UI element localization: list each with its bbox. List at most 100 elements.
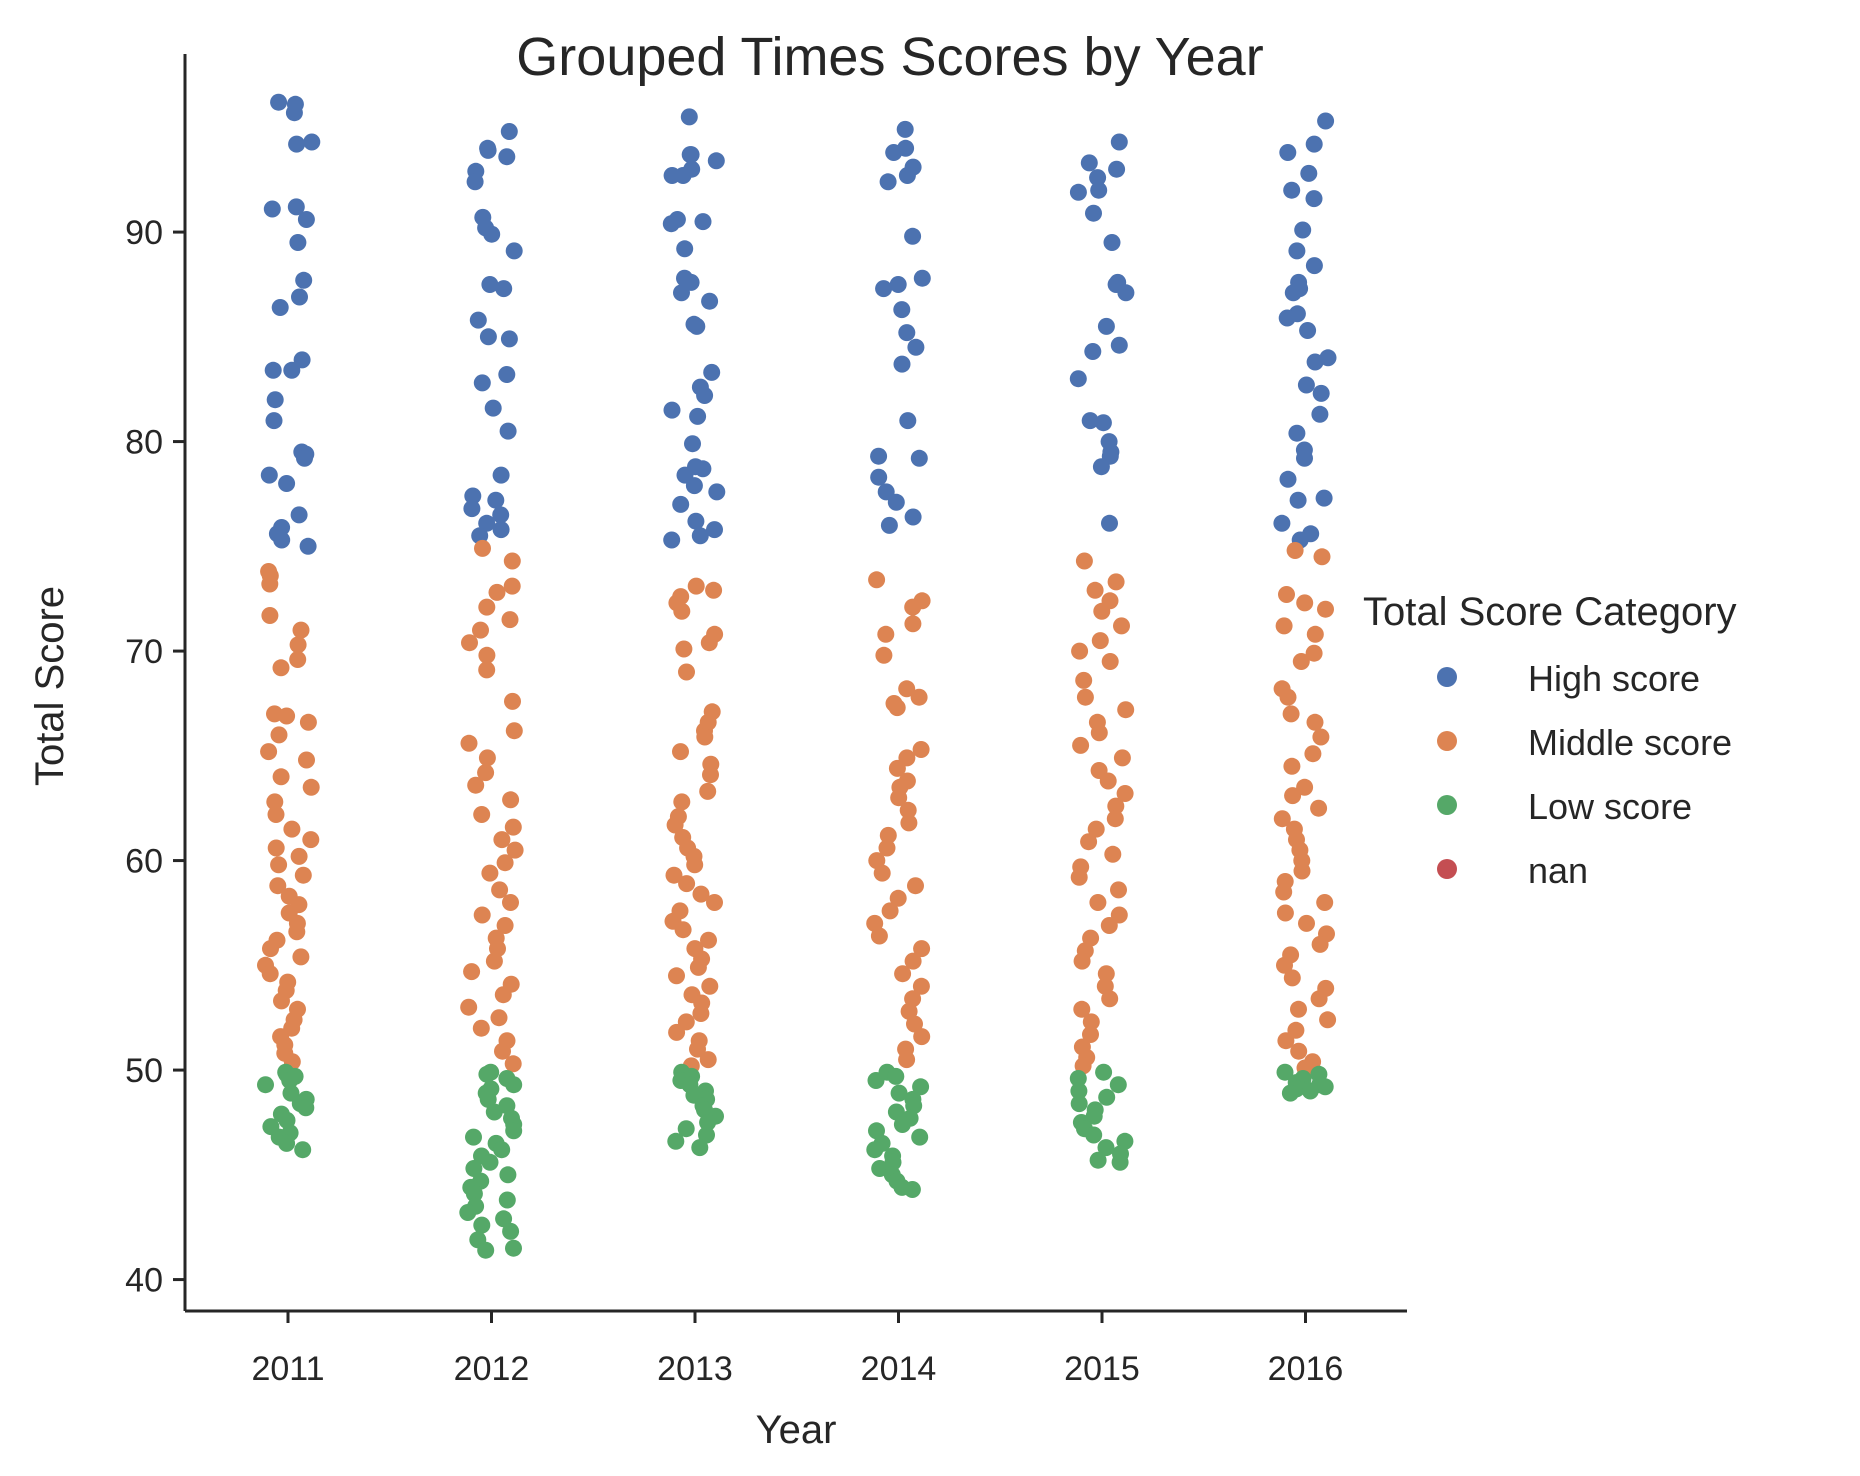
data-point xyxy=(492,506,510,524)
x-ticks: 2011 2012 2013 2014 2015 2016 xyxy=(251,1311,1343,1388)
data-point xyxy=(487,491,505,509)
data-point xyxy=(668,1023,686,1041)
legend-entry-label: Middle score xyxy=(1528,722,1732,763)
data-point xyxy=(1070,868,1088,886)
data-point xyxy=(478,514,496,532)
data-point xyxy=(498,1191,516,1209)
data-point xyxy=(1284,787,1302,805)
data-point xyxy=(888,759,906,777)
data-point xyxy=(1313,548,1331,566)
x-axis-label: Year xyxy=(756,1408,837,1452)
data-point xyxy=(1298,914,1315,932)
y-tick-label: 70 xyxy=(125,633,163,671)
data-point xyxy=(287,198,305,216)
data-point xyxy=(469,311,487,329)
data-point xyxy=(461,634,478,652)
data-point xyxy=(1317,600,1334,618)
data-point xyxy=(904,508,922,526)
data-point xyxy=(1109,1076,1127,1094)
data-point xyxy=(1117,701,1135,719)
data-point xyxy=(879,173,897,191)
y-tick-label: 80 xyxy=(125,424,163,462)
data-point xyxy=(676,240,694,258)
data-point xyxy=(1305,644,1323,662)
data-point xyxy=(298,751,315,769)
data-point xyxy=(898,324,916,342)
data-point xyxy=(698,1126,715,1144)
data-point xyxy=(688,317,706,335)
data-point xyxy=(505,1122,523,1140)
data-point xyxy=(910,688,928,706)
data-point xyxy=(867,1072,885,1089)
data-point xyxy=(1095,1063,1113,1081)
y-tick-label: 50 xyxy=(125,1052,163,1090)
x-tick-label: 2014 xyxy=(861,1350,937,1388)
data-point xyxy=(290,847,308,865)
data-point xyxy=(478,646,496,664)
data-point xyxy=(465,1185,483,1203)
data-point xyxy=(294,1141,312,1159)
data-point xyxy=(663,531,681,549)
data-point xyxy=(696,387,714,404)
data-point xyxy=(1113,617,1130,635)
data-point xyxy=(488,583,506,601)
data-point xyxy=(499,422,517,440)
data-point xyxy=(1296,594,1314,612)
data-point xyxy=(1296,778,1314,796)
data-point xyxy=(261,575,279,593)
data-point xyxy=(478,749,496,767)
data-point xyxy=(866,1141,884,1159)
data-point xyxy=(498,148,516,166)
y-ticks: 40 50 60 70 80 90 xyxy=(125,214,185,1300)
data-point xyxy=(1277,1032,1295,1050)
x-tick-label: 2013 xyxy=(657,1350,733,1388)
data-point xyxy=(707,152,725,170)
data-point xyxy=(260,466,278,484)
data-point xyxy=(873,864,891,882)
data-point xyxy=(472,621,489,639)
data-point xyxy=(871,1160,889,1177)
y-tick-label: 40 xyxy=(125,1262,163,1300)
data-point xyxy=(1075,552,1093,570)
data-point xyxy=(896,120,914,138)
data-point xyxy=(1085,1126,1103,1144)
data-point xyxy=(465,1128,482,1146)
data-point xyxy=(494,1042,511,1060)
data-point xyxy=(490,1009,508,1027)
data-point xyxy=(1276,904,1294,922)
data-point xyxy=(870,468,888,486)
data-point xyxy=(1073,1000,1091,1018)
data-point xyxy=(477,1241,495,1259)
data-point xyxy=(296,449,313,467)
data-point xyxy=(906,1015,923,1033)
data-point xyxy=(672,495,690,513)
data-point xyxy=(506,841,524,859)
data-point xyxy=(1086,581,1104,599)
data-point xyxy=(1085,204,1102,222)
data-point xyxy=(1282,705,1300,723)
data-point xyxy=(887,493,905,511)
data-point xyxy=(493,1141,511,1159)
data-point xyxy=(481,1153,499,1171)
data-point xyxy=(270,93,288,111)
data-point xyxy=(689,407,707,425)
data-point xyxy=(675,640,693,658)
data-point xyxy=(1283,181,1301,199)
data-point xyxy=(273,531,291,549)
data-point xyxy=(691,527,709,545)
data-point xyxy=(264,361,282,379)
x-tick-label: 2011 xyxy=(251,1350,324,1388)
data-point xyxy=(1069,1070,1087,1087)
data-point xyxy=(1306,713,1324,731)
data-point xyxy=(1069,370,1087,388)
data-point xyxy=(266,793,284,811)
data-point xyxy=(673,602,691,620)
data-point xyxy=(1082,1026,1099,1043)
data-point xyxy=(289,636,307,654)
data-point xyxy=(1080,833,1098,851)
data-point xyxy=(1085,1107,1103,1125)
data-point xyxy=(1097,317,1115,335)
data-point xyxy=(1300,164,1318,182)
data-point xyxy=(479,328,497,346)
data-point xyxy=(502,1222,520,1240)
